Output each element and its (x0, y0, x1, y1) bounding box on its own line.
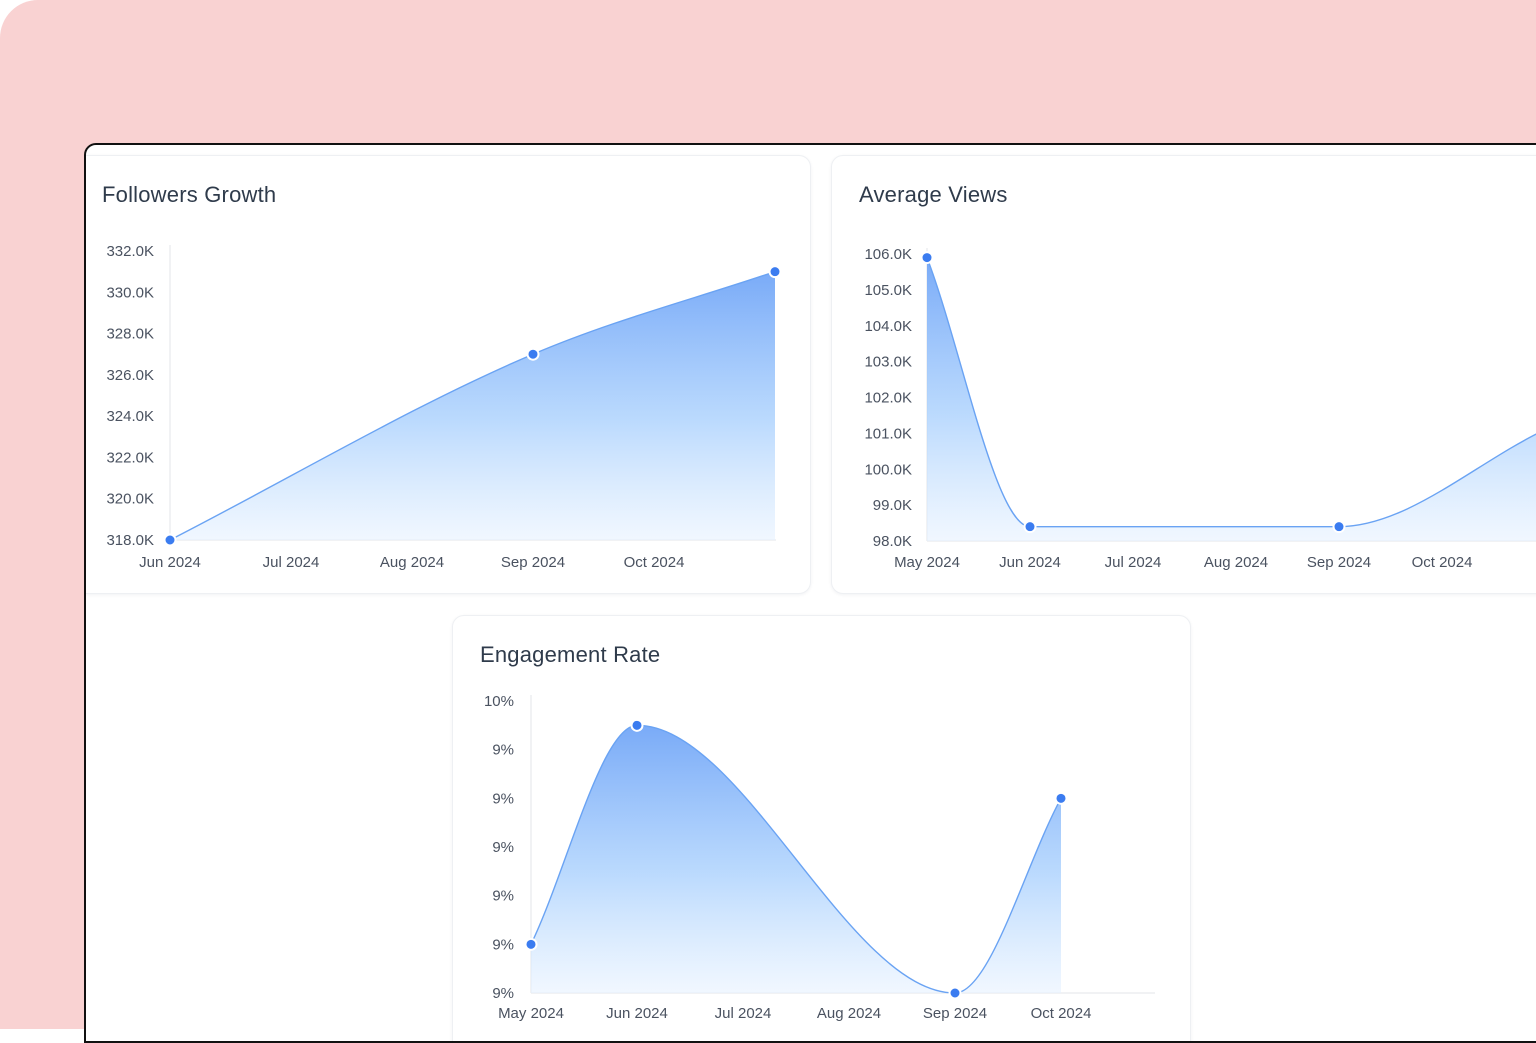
y-tick-label: 9% (492, 936, 514, 953)
y-tick-label: 322.0K (106, 449, 154, 466)
x-tick-label: Sep 2024 (501, 554, 565, 571)
y-tick-label: 105.0K (864, 282, 912, 299)
x-tick-label: Sep 2024 (1307, 554, 1371, 571)
average-views-card: Average Views 106.0K 105.0K 104.0K 103.0K 10… (831, 155, 1536, 594)
series-line (926, 257, 1536, 528)
x-tick-label: Oct 2024 (1412, 554, 1473, 571)
data-point[interactable] (1332, 520, 1346, 534)
y-tick-label: 332.0K (106, 243, 154, 260)
series-area (170, 271, 775, 540)
y-tick-label: 98.0K (873, 533, 912, 550)
x-tick-label: Aug 2024 (1204, 554, 1268, 571)
x-tick-label: May 2024 (894, 554, 960, 571)
y-tick-label: 100.0K (864, 461, 912, 478)
chart-title: Followers Growth (102, 182, 277, 207)
data-point[interactable] (920, 251, 934, 265)
x-tick-label: Oct 2024 (1031, 1005, 1092, 1022)
y-tick-label: 106.0K (864, 246, 912, 263)
followers-growth-card: Followers Growth 332.0K 330.0K 328.0K 326.0… (86, 155, 811, 594)
series-line (169, 270, 776, 541)
data-point[interactable] (768, 265, 782, 279)
y-tick-label: 9% (492, 790, 514, 807)
x-tick-label: Aug 2024 (817, 1005, 881, 1022)
engagement-rate-chart: 10% 9% 9% 9% 9% 9% 9% May 2024 Jun 2024 Jul 2024 A… (484, 693, 1155, 1022)
average-views-chart: 106.0K 105.0K 104.0K 103.0K 102.0K 101.0K 100.… (864, 246, 1536, 571)
y-tick-label: 103.0K (864, 354, 912, 371)
y-tick-label: 9% (492, 985, 514, 1002)
engagement-rate-card: Engagement Rate 10% 9% 9% 9% 9% 9% 9% May 2024 J… (452, 615, 1191, 1041)
x-tick-label: Jun 2024 (999, 554, 1061, 571)
y-tick-label: 324.0K (106, 408, 154, 425)
x-tick-label: Jun 2024 (606, 1005, 668, 1022)
y-tick-label: 102.0K (864, 390, 912, 407)
y-tick-label: 9% (492, 742, 514, 759)
dashboard-screen: Followers Growth 332.0K 330.0K 328.0K 326.0… (84, 143, 1536, 1043)
chart-title: Average Views (859, 182, 1008, 207)
x-tick-label: Aug 2024 (380, 554, 444, 571)
y-tick-label: 318.0K (106, 532, 154, 549)
y-tick-label: 9% (492, 839, 514, 856)
y-tick-label: 10% (484, 693, 514, 710)
x-tick-label: Sep 2024 (923, 1005, 987, 1022)
y-tick-label: 99.0K (873, 497, 912, 514)
y-tick-label: 9% (492, 888, 514, 905)
y-tick-label: 320.0K (106, 491, 154, 508)
y-tick-label: 104.0K (864, 318, 912, 335)
y-tick-label: 330.0K (106, 284, 154, 301)
data-point[interactable] (163, 533, 177, 547)
x-tick-label: Jun 2024 (139, 554, 201, 571)
data-point[interactable] (526, 347, 540, 361)
series-line (530, 724, 1062, 994)
x-tick-label: Jul 2024 (263, 554, 320, 571)
data-point[interactable] (1023, 520, 1037, 534)
series-area (927, 257, 1536, 541)
x-tick-label: May 2024 (498, 1005, 564, 1022)
followers-growth-chart: 332.0K 330.0K 328.0K 326.0K 324.0K 322.0K 320.… (106, 243, 782, 571)
x-tick-label: Jul 2024 (1105, 554, 1162, 571)
data-point[interactable] (630, 718, 644, 732)
data-point[interactable] (948, 986, 962, 1000)
x-tick-label: Jul 2024 (715, 1005, 772, 1022)
series-area (531, 725, 1061, 993)
data-point[interactable] (524, 937, 538, 951)
chart-title: Engagement Rate (480, 642, 661, 667)
y-tick-label: 328.0K (106, 326, 154, 343)
y-tick-label: 101.0K (864, 425, 912, 442)
y-tick-label: 326.0K (106, 367, 154, 384)
data-point[interactable] (1054, 791, 1068, 805)
x-tick-label: Oct 2024 (624, 554, 685, 571)
